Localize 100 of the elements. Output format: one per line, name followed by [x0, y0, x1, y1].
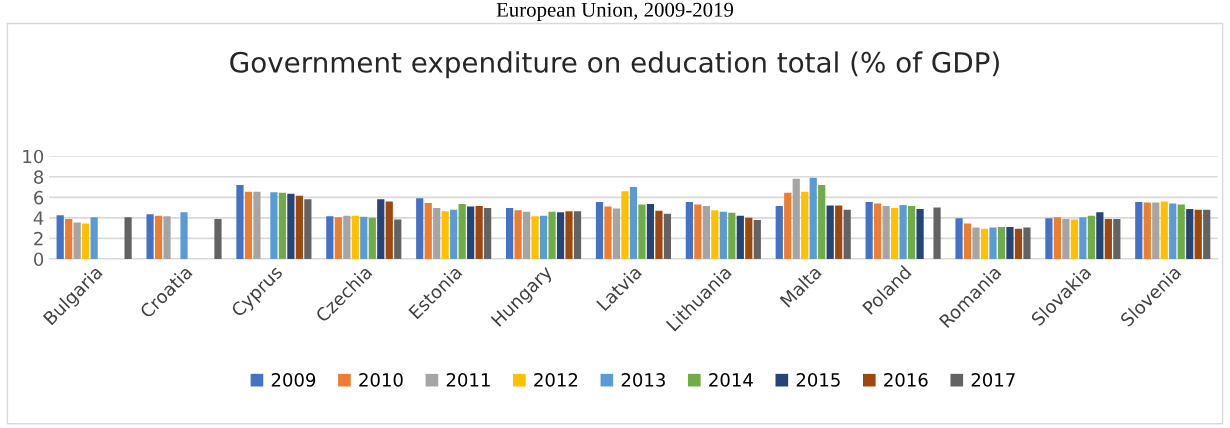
bar [1070, 219, 1078, 259]
y-tick-label: 6 [34, 190, 44, 205]
bar [694, 204, 702, 259]
bar [1152, 202, 1160, 259]
bar [612, 208, 621, 259]
bar [955, 218, 963, 259]
bar [90, 217, 98, 259]
bar [775, 206, 783, 259]
y-tick-label: 8 [34, 170, 44, 184]
bar [989, 227, 997, 259]
bar [573, 211, 582, 259]
bar [1087, 215, 1095, 259]
bar [394, 219, 402, 259]
bar [728, 212, 736, 259]
bar [334, 217, 342, 259]
bar [843, 209, 851, 259]
bar [655, 210, 663, 259]
bar [685, 201, 693, 259]
y-tick-label: 10 [23, 149, 44, 164]
bar [531, 216, 539, 259]
bar [163, 216, 171, 259]
bar [891, 208, 899, 259]
bar [809, 177, 817, 259]
bar [1169, 203, 1177, 259]
bar [458, 203, 466, 259]
bar [214, 218, 222, 259]
bar [638, 204, 646, 259]
bar [514, 210, 522, 259]
bar [1079, 217, 1087, 259]
bar [351, 215, 359, 259]
legend-label: 2010 [359, 373, 403, 387]
bar [548, 211, 556, 259]
bar [287, 193, 295, 259]
bar [997, 227, 1006, 259]
bar [916, 209, 924, 259]
bar [719, 211, 727, 259]
bar [441, 211, 449, 259]
legend-label: 2012 [534, 373, 578, 387]
bar [1053, 217, 1062, 259]
bar [1113, 218, 1121, 259]
bar [663, 213, 672, 259]
bar [522, 211, 531, 259]
bar [1135, 201, 1143, 259]
bar [1096, 212, 1104, 259]
bar [180, 212, 188, 259]
y-tick-label: 4 [33, 211, 44, 225]
y-tick-label: 2 [34, 231, 43, 246]
bar [385, 201, 393, 259]
bar [826, 205, 834, 259]
bar [377, 199, 385, 259]
bar [433, 208, 441, 259]
bar [539, 215, 548, 259]
bar [1186, 209, 1194, 259]
bar [621, 191, 629, 259]
bar [450, 209, 458, 259]
bar [907, 206, 916, 259]
bar [792, 178, 800, 259]
bar [882, 206, 890, 259]
bar [326, 216, 334, 259]
bar [835, 205, 843, 259]
bar [1203, 209, 1211, 259]
bar [65, 218, 73, 259]
chart-title: Government expenditure on education total (% of GDP) [230, 51, 999, 79]
legend-label: 2015 [796, 373, 840, 387]
bar [565, 211, 573, 259]
bar [874, 203, 882, 259]
bar [1014, 228, 1023, 259]
bar [244, 191, 253, 259]
bar [556, 212, 565, 259]
bar [124, 217, 132, 259]
bar [963, 223, 972, 259]
bar [1177, 204, 1185, 259]
bar [82, 223, 90, 259]
bar [711, 210, 719, 259]
bar [278, 192, 287, 259]
bar [304, 199, 312, 259]
bar [899, 205, 907, 259]
bar [784, 192, 792, 259]
bar [629, 187, 638, 259]
bar [753, 219, 761, 259]
bar [253, 191, 261, 259]
legend-label: 2014 [709, 373, 753, 387]
bar [818, 184, 826, 259]
bar [972, 227, 980, 259]
bar [1062, 218, 1070, 259]
bar [736, 215, 744, 259]
bar [368, 217, 376, 259]
legend-label: 2009 [271, 373, 316, 387]
bar [980, 228, 989, 259]
bar [1006, 227, 1014, 259]
bar [424, 202, 432, 259]
bar [1023, 227, 1031, 259]
bar [702, 206, 710, 259]
bar [595, 201, 604, 259]
bar [1143, 202, 1151, 259]
bar [1045, 218, 1053, 259]
legend-label: 2017 [971, 373, 1015, 387]
bar [865, 201, 873, 259]
bar [360, 216, 368, 259]
legend-label: 2011 [446, 373, 490, 387]
